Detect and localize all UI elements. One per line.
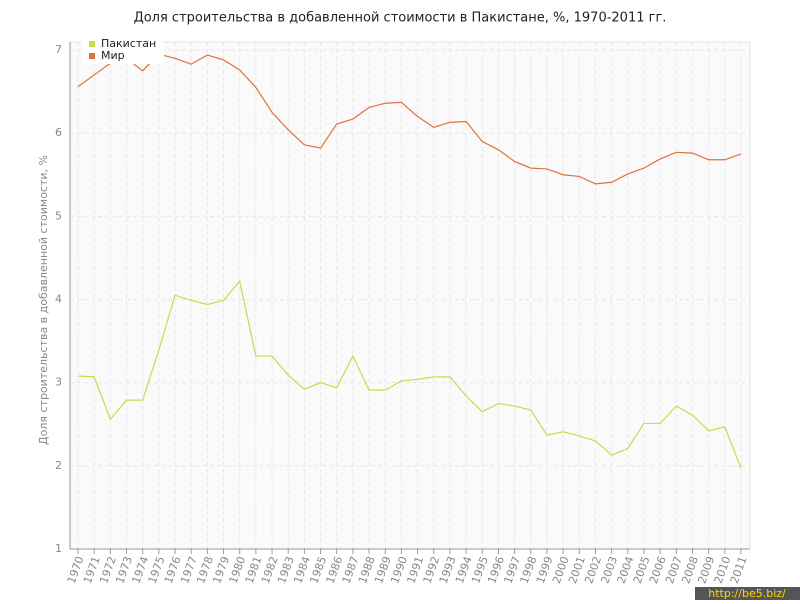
watermark: http://be5.biz/ — [708, 587, 786, 600]
plot-area — [69, 41, 751, 550]
y-tick-label: 3 — [55, 376, 62, 389]
watermark-bg — [695, 587, 800, 600]
legend-box — [82, 36, 164, 64]
chart-title: Доля строительства в добавленной стоимос… — [134, 11, 667, 26]
y-axis-label: Доля строительства в добавленной стоимос… — [37, 155, 50, 445]
y-tick-label: 2 — [55, 459, 62, 472]
y-tick-label: 6 — [55, 126, 62, 139]
y-tick-label: 5 — [55, 209, 62, 222]
legend-swatch — [89, 41, 95, 47]
legend-label: Мир — [101, 49, 125, 62]
y-tick-label: 4 — [55, 293, 62, 306]
series-line — [77, 279, 742, 469]
legend-swatch — [89, 53, 95, 59]
y-tick-label: 7 — [55, 43, 62, 56]
series-line — [77, 53, 742, 185]
y-tick-label: 1 — [55, 542, 62, 555]
legend-label: Пакистан — [101, 37, 156, 50]
